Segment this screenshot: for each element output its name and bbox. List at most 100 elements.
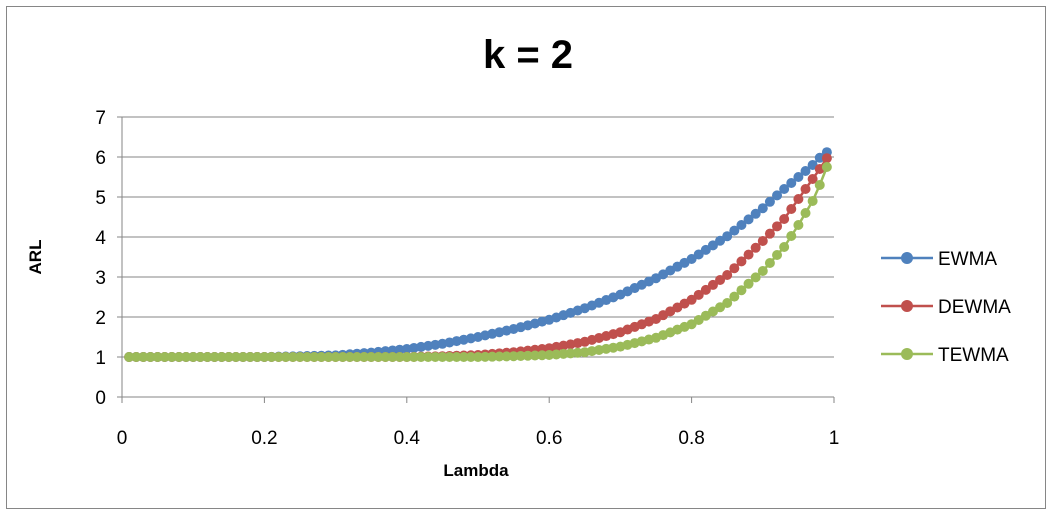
data-point (722, 298, 733, 308)
data-point (800, 166, 811, 176)
data-point (458, 352, 469, 362)
data-point (722, 270, 733, 280)
series-line (129, 151, 828, 359)
x-tick-label: 0.6 (536, 428, 562, 449)
data-point (736, 256, 747, 267)
data-point (551, 349, 562, 360)
data-point (508, 351, 519, 362)
data-point (287, 352, 298, 362)
data-point (416, 352, 427, 362)
data-point (772, 190, 783, 201)
data-point (266, 352, 277, 362)
chart-area (6, 6, 1046, 509)
data-point (729, 263, 740, 274)
data-point (430, 352, 441, 362)
legend-label: DEWMA (938, 297, 1011, 318)
data-point (772, 250, 783, 260)
data-point (295, 352, 305, 362)
data-point (722, 231, 733, 242)
legend-marker (901, 252, 913, 264)
data-point (743, 249, 754, 260)
legend-marker (901, 348, 913, 360)
legend-item-dewma: DEWMA (881, 297, 1011, 318)
data-point (700, 244, 711, 255)
data-point (380, 352, 391, 362)
data-point (522, 350, 533, 361)
legend-label: EWMA (938, 249, 997, 270)
data-point (772, 221, 783, 232)
data-point (330, 352, 341, 362)
data-point (195, 352, 206, 362)
data-point (252, 352, 263, 362)
data-point (159, 352, 170, 362)
data-point (757, 266, 768, 276)
y-tick-label: 2 (95, 308, 106, 329)
data-point (793, 172, 804, 182)
axes (117, 116, 835, 403)
data-point (707, 240, 718, 251)
data-point (715, 274, 726, 285)
y-tick-label: 3 (95, 268, 106, 289)
x-tick-label: 0.4 (394, 428, 421, 449)
data-point (302, 352, 313, 362)
y-tick-label: 5 (95, 188, 106, 209)
data-point (807, 196, 818, 206)
data-point (565, 348, 576, 359)
legend-item-ewma: EWMA (881, 249, 997, 270)
data-point (387, 352, 398, 362)
data-point (707, 279, 718, 290)
data-point (807, 174, 818, 184)
data-point (230, 352, 241, 362)
data-point (188, 352, 199, 362)
data-point (366, 352, 377, 362)
legend-marker (901, 300, 913, 312)
data-point (743, 214, 754, 225)
data-point (800, 208, 811, 218)
data-point (750, 272, 761, 283)
y-tick-label: 1 (95, 348, 106, 369)
data-point (764, 258, 775, 268)
y-tick-label: 7 (95, 108, 106, 129)
data-point (779, 214, 790, 224)
data-point (152, 352, 163, 362)
data-point (750, 242, 761, 253)
data-point (202, 352, 213, 362)
data-point (529, 350, 540, 361)
y-tick-label: 4 (95, 228, 106, 249)
data-point (238, 352, 249, 362)
data-point (686, 294, 697, 305)
data-point (309, 352, 320, 362)
data-point (223, 352, 234, 362)
data-point (323, 352, 334, 362)
x-axis-title: Lambda (443, 461, 509, 480)
data-point (216, 352, 227, 362)
data-point (814, 152, 825, 163)
data-point (821, 162, 832, 172)
data-point (686, 254, 697, 264)
data-point (465, 352, 476, 362)
y-tick-label: 0 (95, 388, 106, 409)
data-point (800, 184, 811, 194)
data-point (786, 231, 797, 241)
data-point (786, 204, 797, 214)
data-point (209, 352, 220, 362)
data-point (814, 180, 825, 190)
legend-item-tewma: TEWMA (881, 345, 1009, 366)
data-point (736, 220, 747, 230)
data-point (273, 352, 284, 362)
data-point (793, 194, 804, 204)
data-point (444, 352, 455, 362)
data-point (786, 178, 797, 188)
data-point (487, 351, 498, 362)
data-point (480, 351, 491, 362)
x-tick-label: 0 (117, 428, 128, 449)
data-point (764, 196, 775, 207)
data-point (572, 347, 583, 358)
data-point (764, 228, 775, 239)
series-tewma (124, 162, 832, 362)
data-point (715, 235, 726, 246)
data-point (408, 352, 419, 362)
y-axis-title: ARL (26, 240, 45, 275)
plot-series (124, 147, 832, 362)
data-point (793, 220, 804, 230)
